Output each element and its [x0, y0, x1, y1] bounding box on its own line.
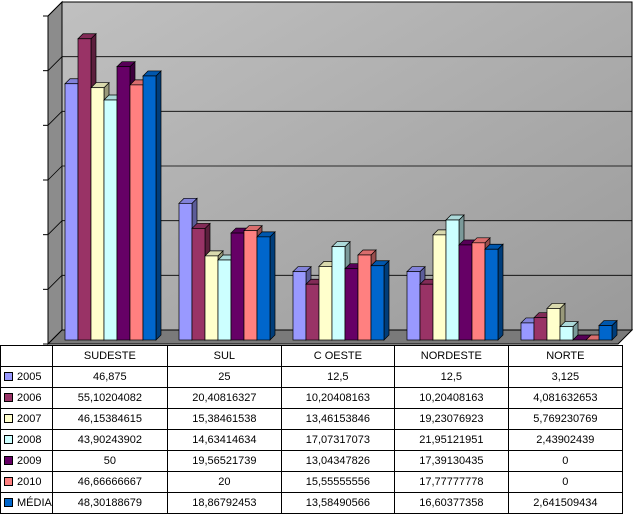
- legend-swatch: [4, 392, 13, 402]
- legend-label: 2010: [17, 476, 42, 488]
- data-label: 12,5: [280, 366, 395, 388]
- bar-chart: [43, 0, 633, 345]
- category-label: C OESTE: [280, 345, 395, 367]
- data-label: 17,07317073: [280, 429, 395, 451]
- table-row: 2005 46,875 25 12,5 12,5 3,125: [0, 366, 623, 388]
- data-label: 3,125: [507, 366, 623, 388]
- category-label: NORDESTE: [393, 345, 509, 367]
- data-label: 17,77777778: [393, 471, 509, 493]
- gridline: [47, 1, 632, 17]
- bar-c-oeste-média: [370, 259, 390, 341]
- gridline: [47, 110, 632, 126]
- table-header-row: SUDESTE SUL C OESTE NORDESTE NORTE: [0, 345, 623, 367]
- legend-entry: 2010: [0, 471, 53, 493]
- legend-entry: 2006: [0, 387, 53, 409]
- data-label: 50: [51, 450, 168, 472]
- legend-entry: 2008: [0, 429, 53, 451]
- data-label: 18,86792453: [166, 492, 282, 514]
- data-label: 17,39130435: [393, 450, 509, 472]
- category-label: SUL: [166, 345, 282, 367]
- table-row: MÉDIA 48,30188679 18,86792453 13,58490566 16…: [0, 492, 623, 514]
- data-label: 14,63414634: [166, 429, 282, 451]
- data-label: 13,04347826: [280, 450, 395, 472]
- data-label: 55,10204082: [51, 387, 168, 409]
- legend-label: 2006: [17, 392, 42, 404]
- legend-label: 2008: [17, 434, 42, 446]
- data-label: 21,95121951: [393, 429, 509, 451]
- data-label: 19,23076923: [393, 408, 509, 430]
- data-label: 46,66666667: [51, 471, 168, 493]
- data-label: 25: [166, 366, 282, 388]
- data-label: 5,769230769: [507, 408, 623, 430]
- data-label: 2,641509434: [507, 492, 623, 514]
- legend-swatch: [4, 434, 13, 444]
- data-label: 19,56521739: [166, 450, 282, 472]
- data-label: 2,43902439: [507, 429, 623, 451]
- table-corner: [0, 345, 53, 367]
- bar-norte-2008: [559, 320, 579, 341]
- table-row: 2009 50 19,56521739 13,04347826 17,39130435 0: [0, 450, 623, 472]
- legend-swatch: [4, 476, 13, 486]
- legend-entry: 2005: [0, 366, 53, 388]
- gridline: [47, 165, 632, 181]
- data-label: 15,55555556: [280, 471, 395, 493]
- data-label: 0: [507, 471, 623, 493]
- bar-norte-média: [598, 319, 618, 341]
- data-label: 10,20408163: [393, 387, 509, 409]
- legend-swatch: [4, 413, 13, 423]
- data-label: 16,60377358: [393, 492, 509, 514]
- legend-label: 2005: [17, 371, 42, 383]
- data-table: SUDESTE SUL C OESTE NORDESTE NORTE 2005 46,87…: [0, 345, 623, 514]
- legend-entry: MÉDIA: [0, 492, 53, 514]
- bar-sudeste-média: [142, 70, 162, 341]
- data-label: 12,5: [393, 366, 509, 388]
- data-label: 10,20408163: [280, 387, 395, 409]
- data-label: 13,46153846: [280, 408, 395, 430]
- table-row: 2010 46,66666667 20 15,55555556 17,77777778 0: [0, 471, 623, 493]
- category-label: SUDESTE: [51, 345, 168, 367]
- legend-entry: 2009: [0, 450, 53, 472]
- category-label: NORTE: [507, 345, 623, 367]
- data-label: 0: [507, 450, 623, 472]
- data-label: 46,15384615: [51, 408, 168, 430]
- legend-label: 2007: [17, 413, 42, 425]
- table-row: 2006 55,10204082 20,40816327 10,20408163 10,…: [0, 387, 623, 409]
- data-label: 4,081632653: [507, 387, 623, 409]
- bar-nordeste-média: [484, 243, 504, 341]
- legend-label: MÉDIA: [17, 497, 52, 509]
- data-label: 48,30188679: [51, 492, 168, 514]
- bar-sul-média: [256, 231, 276, 341]
- legend-swatch: [4, 497, 13, 507]
- table-row: 2007 46,15384615 15,38461538 13,46153846 19,…: [0, 408, 623, 430]
- data-label: 13,58490566: [280, 492, 395, 514]
- data-label: 46,875: [51, 366, 168, 388]
- gridline: [47, 56, 632, 71]
- legend-label: 2009: [17, 455, 42, 467]
- table-row: 2008 43,90243902 14,63414634 17,07317073 21,…: [0, 429, 623, 451]
- gridline: [47, 220, 632, 235]
- data-label: 43,90243902: [51, 429, 168, 451]
- legend-entry: 2007: [0, 408, 53, 430]
- data-label: 20: [166, 471, 282, 493]
- legend-swatch: [4, 455, 13, 465]
- data-label: 20,40816327: [166, 387, 282, 409]
- legend-swatch: [4, 371, 13, 381]
- data-label: 15,38461538: [166, 408, 282, 430]
